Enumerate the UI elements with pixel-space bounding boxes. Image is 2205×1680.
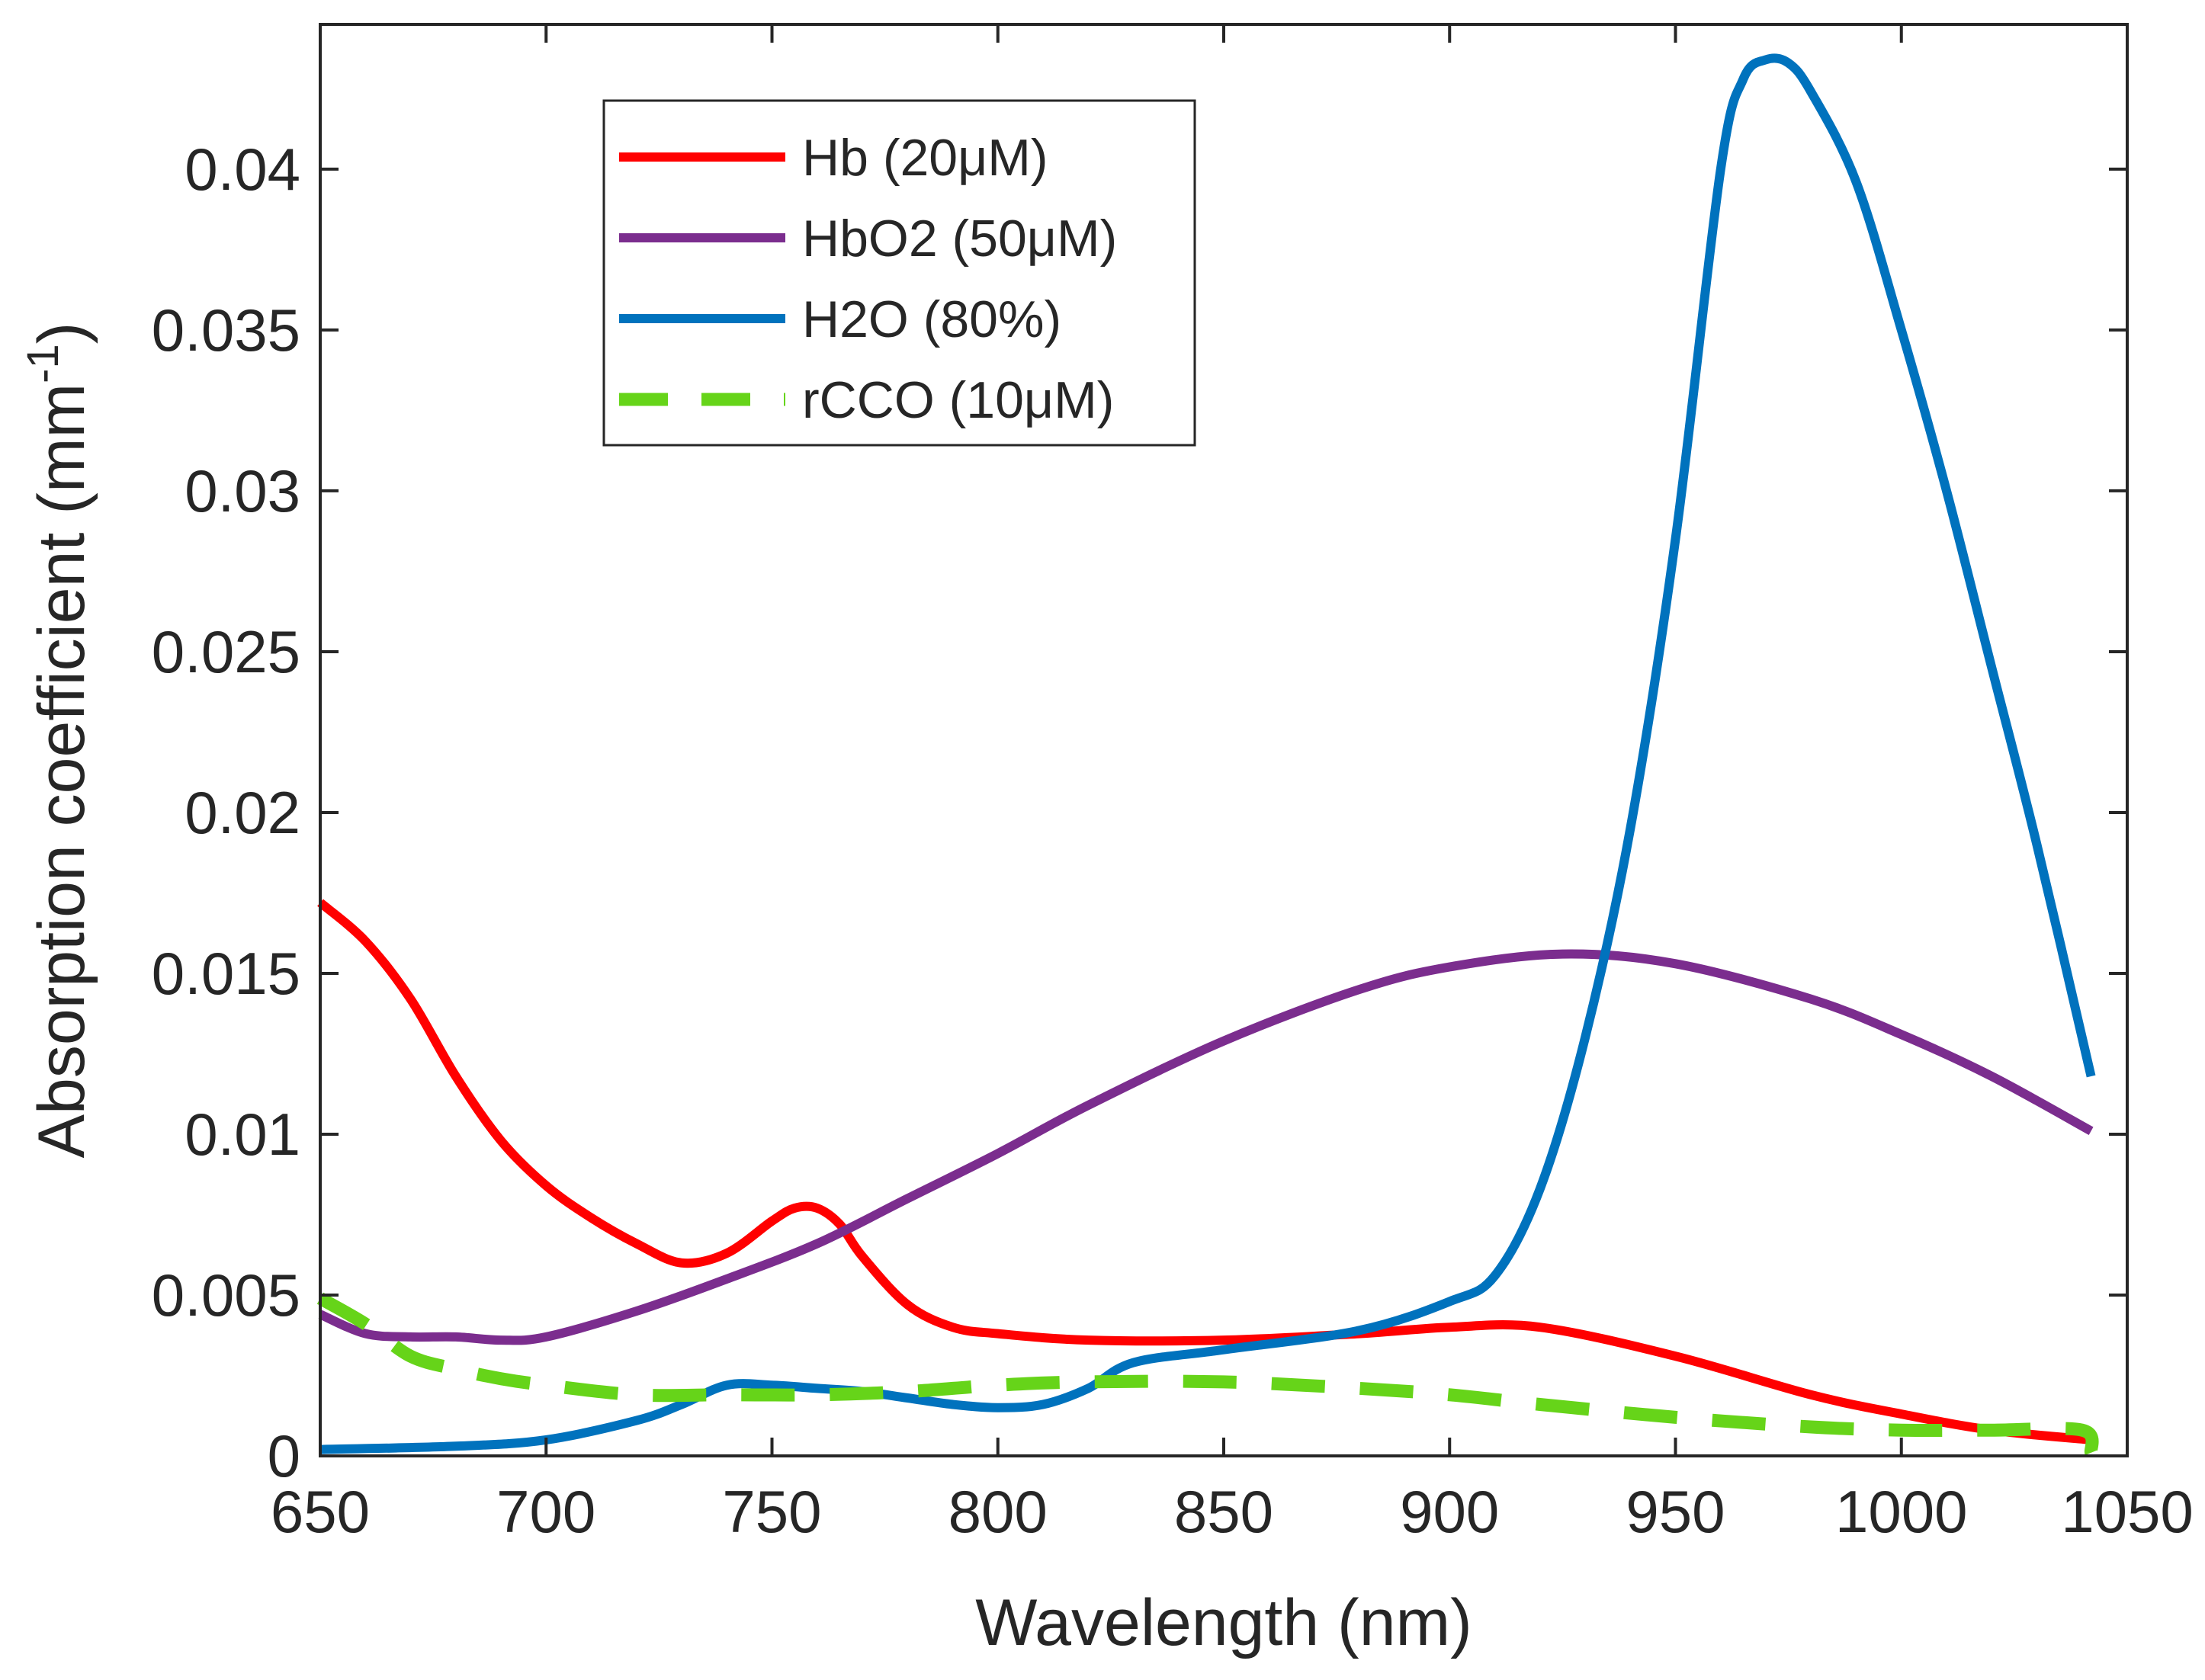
- legend: Hb (20μM) HbO2 (50μM) H2O (80%) rCCO (10μM): [602, 99, 1196, 447]
- series-line-1: [318, 949, 2094, 1345]
- x-tick-label: 700: [496, 1478, 595, 1545]
- plot-area-frame: [319, 23, 2129, 1457]
- legend-label-0: Hb (20μM): [802, 129, 1048, 187]
- y-tick-label: 0.03: [185, 457, 300, 524]
- legend-entries: Hb (20μM) HbO2 (50μM) H2O (80%) rCCO (10μM): [619, 129, 1117, 429]
- y-axis-title: Absorption coefficient (mm-1): [18, 322, 98, 1159]
- y-tick-label: 0.02: [185, 779, 300, 846]
- legend-label-3: rCCO (10μM): [802, 371, 1114, 429]
- y-tick-label: 0.005: [152, 1262, 300, 1329]
- y-tick-label: 0: [268, 1422, 300, 1489]
- x-tick-label: 1050: [2061, 1478, 2194, 1545]
- y-tick-label: 0.025: [152, 618, 300, 685]
- ticks-layer: 650 700 750 800 850 900 950 1000 1050 0 0.005 0.01 0…: [152, 24, 2194, 1545]
- x-tick-label: 650: [271, 1478, 370, 1545]
- series-line-3: [316, 1292, 2099, 1455]
- series-layer: [316, 53, 2099, 1455]
- x-tick-label: 900: [1400, 1478, 1499, 1545]
- y-tick-label: 0.01: [185, 1101, 300, 1168]
- x-tick-label: 750: [722, 1478, 821, 1545]
- y-axis-title-main: Absorption coefficient (mm: [25, 383, 98, 1159]
- y-axis-title-close: ): [25, 322, 98, 345]
- series-line-2: [319, 53, 2096, 1454]
- y-tick-label: 0.04: [185, 136, 300, 203]
- x-tick-label: 950: [1626, 1478, 1725, 1545]
- x-axis-title: Wavelength (nm): [975, 1586, 1472, 1659]
- legend-label-2: H2O (80%): [802, 290, 1061, 348]
- x-tick-label: 1000: [1835, 1478, 1968, 1545]
- legend-label-1: HbO2 (50μM): [802, 210, 1117, 268]
- x-tick-label: 850: [1174, 1478, 1273, 1545]
- y-axis-title-superscript: -1: [18, 344, 68, 383]
- y-tick-label: 0.015: [152, 940, 300, 1007]
- x-tick-label: 800: [948, 1478, 1048, 1545]
- y-tick-label: 0.035: [152, 297, 300, 364]
- series-line-0: [317, 899, 2092, 1444]
